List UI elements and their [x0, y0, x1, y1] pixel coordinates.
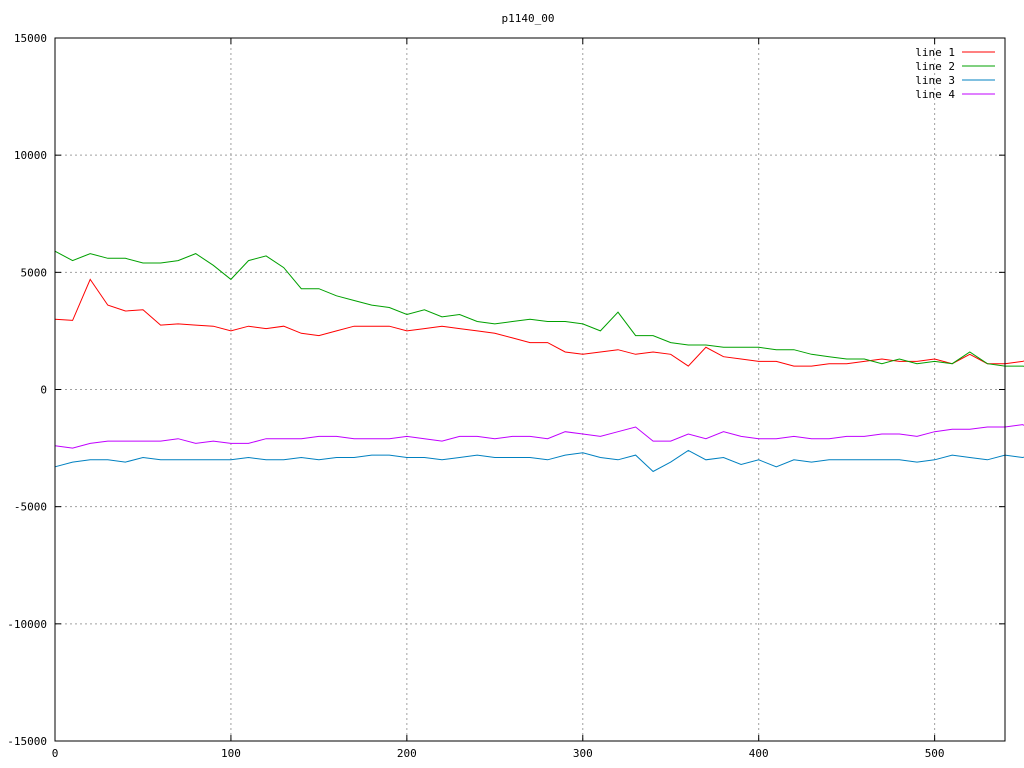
- y-tick-label: -15000: [7, 735, 47, 748]
- legend-label: line 3: [915, 74, 955, 87]
- series-line-3: [54, 449, 1024, 473]
- y-tick-label: 5000: [21, 266, 48, 279]
- x-tick-label: 0: [52, 747, 59, 760]
- legend-label: line 4: [915, 88, 955, 101]
- grid: [55, 38, 1005, 741]
- series-line-2: [54, 250, 1024, 367]
- y-tick-label: 15000: [14, 32, 47, 45]
- legend-label: line 1: [915, 46, 955, 59]
- y-tick-label: -5000: [14, 501, 47, 514]
- legend-label: line 2: [915, 60, 955, 73]
- x-tick-label: 400: [749, 747, 769, 760]
- y-tick-label: 0: [40, 384, 47, 397]
- x-tick-label: 300: [573, 747, 593, 760]
- series-group: [54, 250, 1024, 473]
- x-tick-label: 200: [397, 747, 417, 760]
- y-tick-label: -10000: [7, 618, 47, 631]
- x-tick-label: 100: [221, 747, 241, 760]
- series-line-1: [54, 278, 1024, 367]
- chart-title: p1140_00: [502, 12, 555, 25]
- axis-ticks: 0 100 200 300 400 500 -15000 -10000 -5000 0 5000 10…: [7, 32, 1005, 760]
- x-tick-label: 500: [925, 747, 945, 760]
- series-line-4: [54, 424, 1024, 449]
- y-tick-label: 10000: [14, 149, 47, 162]
